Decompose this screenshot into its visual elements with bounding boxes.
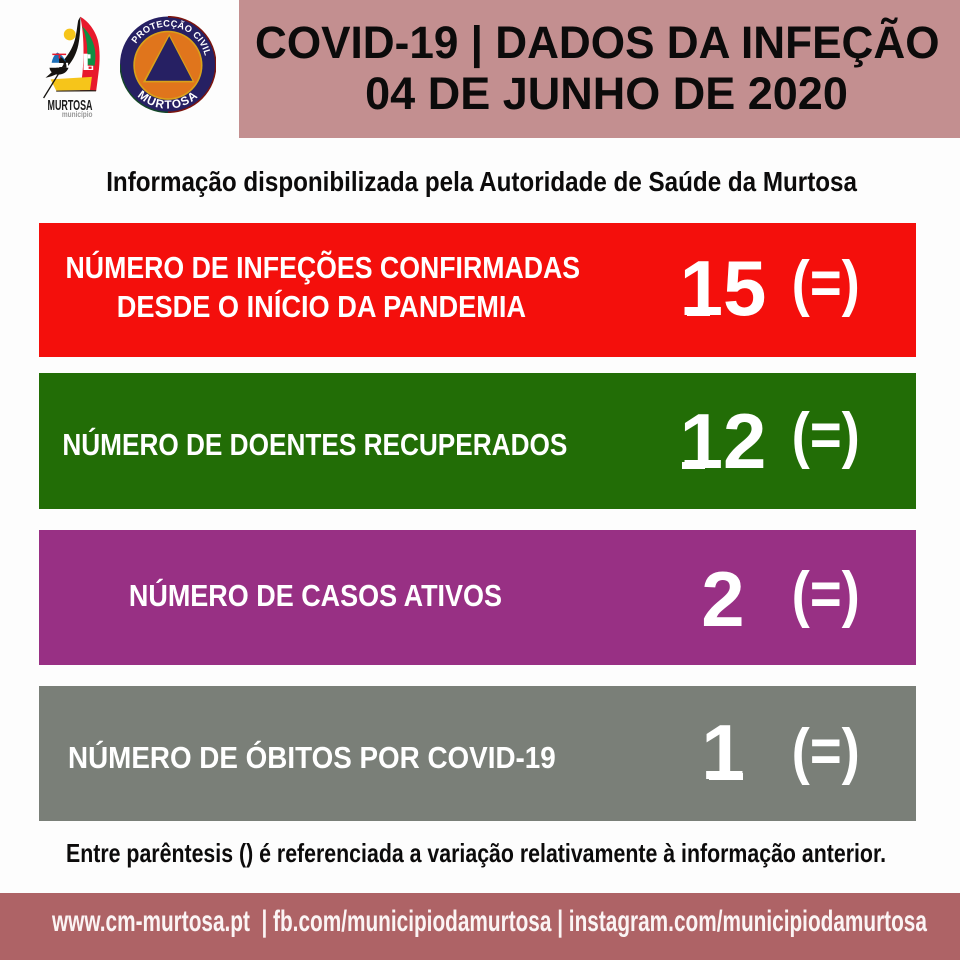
svg-text:município: município	[62, 109, 93, 119]
svg-text:MURTOSA: MURTOSA	[48, 98, 93, 114]
